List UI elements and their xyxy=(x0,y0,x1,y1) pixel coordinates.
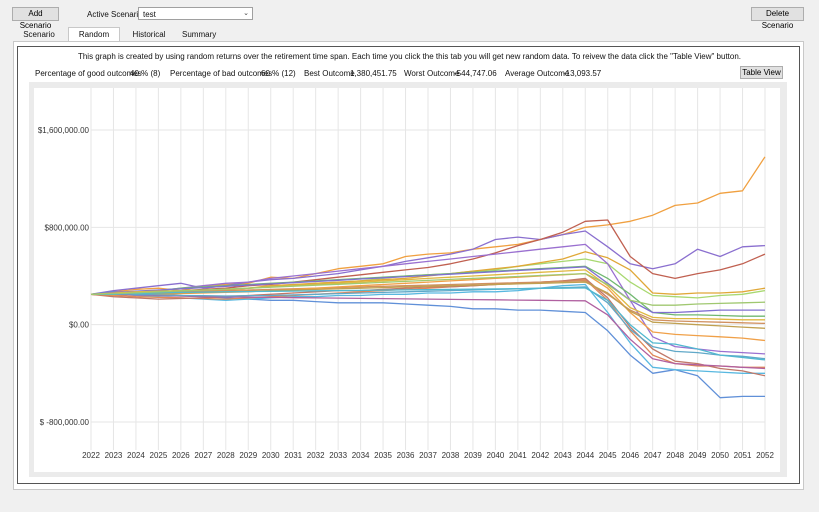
x-tick-label: 2038 xyxy=(442,451,460,460)
info-text: This graph is created by using random re… xyxy=(77,52,742,61)
x-tick-label: 2052 xyxy=(756,451,774,460)
x-tick-label: 2044 xyxy=(576,451,594,460)
active-scenario-label: Active Scenario: xyxy=(87,10,145,19)
x-tick-label: 2027 xyxy=(194,451,212,460)
good-outcomes-value: 40 % (8) xyxy=(130,69,161,78)
series-line xyxy=(90,272,766,306)
x-tick-label: 2036 xyxy=(397,451,415,460)
y-tick-label: $1,600,000.00 xyxy=(38,126,90,135)
worst-outcome-label: Worst Outcome xyxy=(404,69,460,78)
x-tick-label: 2043 xyxy=(554,451,572,460)
x-tick-label: 2051 xyxy=(734,451,752,460)
tab-summary[interactable]: Summary xyxy=(182,30,217,39)
good-outcomes-label: Percentage of good outcomes xyxy=(35,69,142,78)
active-scenario-value: test xyxy=(143,10,156,19)
best-outcome-value: 1,380,451.75 xyxy=(350,69,397,78)
x-tick-label: 2022 xyxy=(82,451,100,460)
x-tick-label: 2023 xyxy=(105,451,123,460)
x-tick-label: 2026 xyxy=(172,451,190,460)
x-tick-label: 2032 xyxy=(307,451,325,460)
outcomes-line-chart: $1,600,000.00 $800,000.00 $0.00 $ -800,000.… xyxy=(38,88,774,460)
series-line xyxy=(90,266,765,314)
x-tick-label: 2042 xyxy=(531,451,549,460)
series-line xyxy=(90,272,766,342)
x-tick-label: 2040 xyxy=(487,451,505,460)
tab-scenario-data[interactable]: Scenario Data xyxy=(23,30,55,51)
y-tick-label: $800,000.00 xyxy=(45,223,90,232)
x-tick-label: 2050 xyxy=(711,451,729,460)
chevron-down-icon: ⌄ xyxy=(243,10,249,17)
series-line xyxy=(90,280,766,325)
x-tick-label: 2047 xyxy=(644,451,662,460)
table-view-button[interactable]: Table View xyxy=(740,66,783,79)
x-tick-label: 2034 xyxy=(352,451,370,460)
bad-outcomes-label: Percentage of bad outcomes xyxy=(170,69,273,78)
x-tick-label: 2024 xyxy=(127,451,145,460)
active-scenario-select[interactable]: test ⌄ xyxy=(138,7,253,20)
tab-random-test[interactable]: Random Test xyxy=(68,27,120,53)
x-tick-label: 2031 xyxy=(284,451,302,460)
x-tick-label: 2049 xyxy=(689,451,707,460)
series-line xyxy=(91,243,766,355)
delete-scenario-button[interactable]: Delete Scenario xyxy=(751,7,804,30)
x-tick-label: 2035 xyxy=(374,451,392,460)
series-line xyxy=(90,286,766,360)
x-tick-label: 2033 xyxy=(329,451,347,460)
x-tick-label: 2045 xyxy=(599,451,617,460)
worst-outcome-value: -544,747.06 xyxy=(454,69,497,78)
tab-historical-test[interactable]: Historical Test xyxy=(132,30,166,51)
x-tick-label: 2046 xyxy=(621,451,639,460)
series-line xyxy=(91,293,766,370)
chart-plot-area: $1,600,000.00 $800,000.00 $0.00 $ -800,000.… xyxy=(34,88,780,472)
x-tick-label: 2030 xyxy=(262,451,280,460)
x-tick-label: 2037 xyxy=(419,451,437,460)
x-tick-label: 2048 xyxy=(666,451,684,460)
x-tick-label: 2029 xyxy=(239,451,257,460)
x-tick-label: 2028 xyxy=(217,451,235,460)
series-line xyxy=(91,287,766,361)
bad-outcomes-value: 60 % (12) xyxy=(261,69,296,78)
y-tick-label: $0.00 xyxy=(69,321,90,330)
best-outcome-label: Best Outcome xyxy=(304,69,355,78)
average-outcome-label: Average Outcome xyxy=(505,69,570,78)
add-scenario-button[interactable]: Add Scenario xyxy=(12,7,59,30)
y-tick-label: $ -800,000.00 xyxy=(40,418,90,427)
average-outcome-value: -13,093.57 xyxy=(563,69,602,78)
x-tick-label: 2039 xyxy=(464,451,482,460)
x-tick-label: 2025 xyxy=(150,451,168,460)
x-tick-label: 2041 xyxy=(509,451,527,460)
